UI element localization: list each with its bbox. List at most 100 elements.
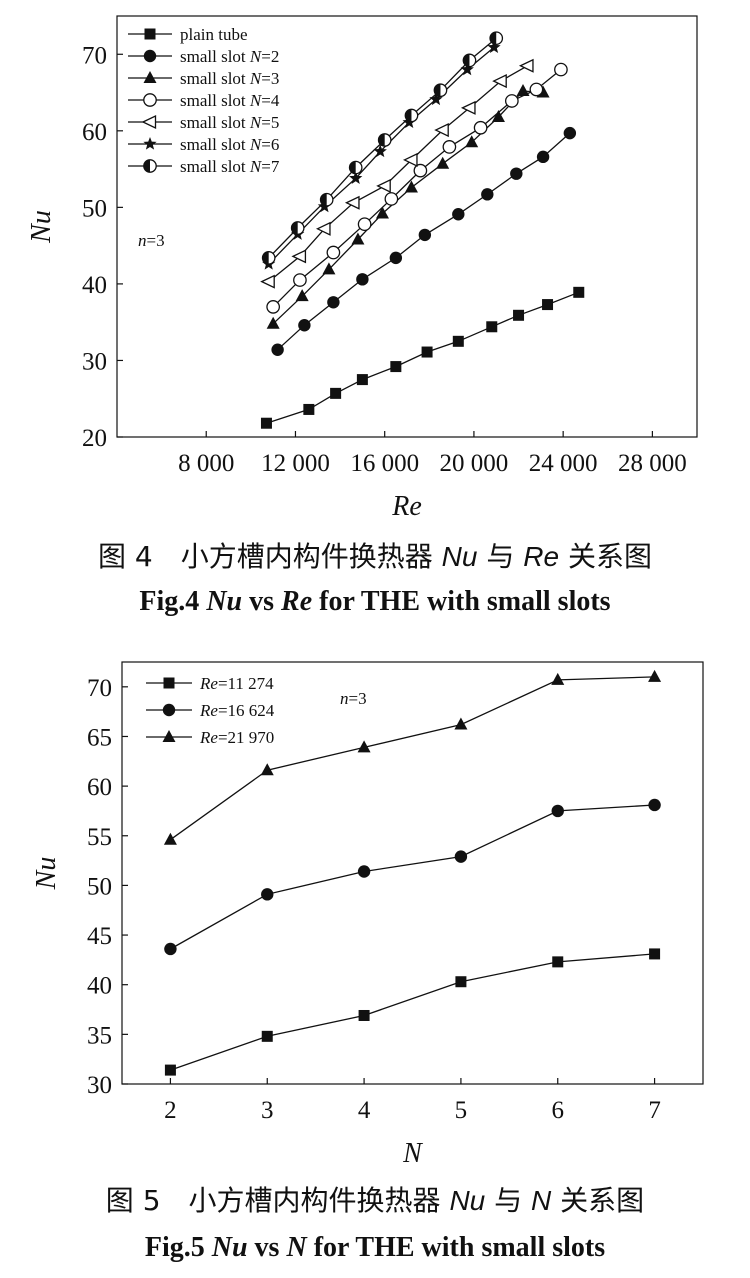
data-point — [358, 1009, 370, 1021]
series-1 — [260, 286, 585, 429]
legend-item: Re=11 274 — [146, 674, 274, 693]
data-point — [164, 942, 177, 956]
x-tick-label: 12 000 — [261, 450, 330, 477]
annotation-n: n=3 — [138, 231, 165, 250]
data-point — [551, 672, 565, 685]
y-tick-label: 55 — [87, 824, 112, 851]
legend-item: small slot N=5 — [128, 113, 279, 132]
legend-label: Re=11 274 — [199, 674, 274, 693]
annotation-var: n — [340, 689, 349, 708]
caption-variable: Nu — [211, 1232, 248, 1263]
data-point — [260, 763, 274, 776]
caption-figure-number: Fig.5 — [145, 1232, 212, 1263]
legend-label-var: N — [249, 91, 263, 110]
legend-label: small slot N=2 — [180, 47, 279, 66]
series-line — [170, 676, 655, 841]
data-point — [504, 94, 519, 108]
data-point — [164, 1064, 176, 1076]
series-5 — [260, 58, 534, 289]
caption-variable: Nu — [442, 541, 478, 572]
legend-label: small slot N=3 — [180, 69, 279, 88]
caption-text: 关系图 — [551, 1184, 644, 1217]
data-point — [389, 251, 403, 265]
data-point — [315, 221, 331, 236]
data-point — [330, 387, 342, 399]
data-point — [516, 84, 530, 97]
data-point — [433, 83, 448, 98]
data-point — [481, 188, 494, 201]
x-tick-label: 20 000 — [440, 450, 509, 477]
legend-item: small slot N=2 — [128, 47, 279, 66]
x-tick-label: 5 — [455, 1097, 468, 1124]
legend-label-var: N — [249, 69, 263, 88]
series-7 — [261, 31, 504, 265]
legend-label-text: =6 — [261, 135, 279, 154]
y-tick-label: 30 — [87, 1072, 112, 1099]
y-tick-label: 40 — [87, 973, 112, 1000]
y-tick-label: 65 — [87, 724, 112, 751]
plot-frame — [116, 15, 698, 438]
data-point — [551, 804, 564, 818]
data-point-fill — [291, 221, 298, 235]
data-point — [552, 956, 564, 968]
caption-figure-number: Fig.4 — [139, 586, 206, 617]
data-point — [648, 798, 661, 812]
data-point — [266, 316, 280, 329]
data-point — [295, 289, 309, 302]
annotation-var: n — [138, 231, 147, 250]
data-point — [348, 160, 363, 175]
legend-label: small slot N=4 — [180, 91, 280, 110]
series-line — [170, 953, 655, 1071]
data-point — [442, 140, 457, 154]
legend-item: Re=16 624 — [146, 701, 275, 720]
data-point — [529, 82, 544, 97]
data-point — [261, 888, 274, 901]
data-point-fill — [349, 161, 356, 174]
data-point — [436, 156, 450, 169]
series-2 — [164, 798, 661, 956]
y-tick-label: 40 — [82, 272, 107, 299]
data-point — [554, 62, 568, 77]
y-tick-label: 70 — [87, 675, 112, 702]
data-point — [351, 232, 365, 245]
plot-frame — [121, 661, 704, 1085]
x-tick-label: 28 000 — [618, 450, 687, 477]
data-point — [293, 273, 307, 287]
y-tick-label: 70 — [82, 42, 107, 69]
data-point — [298, 319, 311, 332]
x-tick-label: 8 000 — [178, 450, 234, 477]
legend-label-text: small slot — [180, 69, 250, 88]
data-point — [261, 1030, 273, 1042]
legend-label-text: small slot — [180, 91, 250, 110]
data-point-fill — [490, 31, 497, 45]
legend-item: small slot N=7 — [128, 157, 280, 176]
series-1 — [164, 948, 661, 1076]
legend-label-var: Re — [199, 674, 218, 693]
caption-text: vs — [248, 1232, 287, 1263]
data-point — [465, 135, 479, 148]
figure-caption-english: Fig.5 Nu vs N for THE with small slots — [145, 1232, 605, 1263]
y-tick-label: 20 — [82, 425, 107, 452]
x-tick-label: 16 000 — [350, 450, 419, 477]
data-point-fill — [463, 54, 470, 67]
data-point — [649, 948, 661, 960]
data-point — [143, 93, 157, 107]
data-point — [573, 286, 585, 298]
legend-label-text: small slot — [180, 47, 250, 66]
y-tick-label: 50 — [87, 873, 112, 900]
data-point — [344, 195, 360, 210]
legend-label-var: N — [249, 135, 263, 154]
data-point — [143, 159, 157, 173]
data-point — [260, 417, 272, 429]
legend-label-text: =5 — [261, 113, 279, 132]
legend-label-var: N — [249, 113, 263, 132]
data-point — [357, 865, 371, 878]
legend-label-text: =2 — [261, 47, 279, 66]
data-point — [376, 178, 391, 193]
caption-gap — [153, 540, 181, 573]
legend-label-text: plain tube — [180, 25, 248, 44]
caption-variable: Nu — [205, 586, 242, 617]
data-point — [303, 403, 315, 415]
annotation-n: n=3 — [340, 689, 367, 708]
